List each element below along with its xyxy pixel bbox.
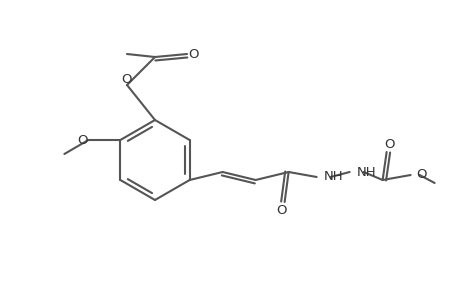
Text: O: O <box>77 134 87 146</box>
Text: O: O <box>122 73 132 85</box>
Text: O: O <box>416 167 426 181</box>
Text: O: O <box>188 47 199 61</box>
Text: O: O <box>276 203 286 217</box>
Text: O: O <box>384 137 394 151</box>
Text: NH: NH <box>356 167 375 179</box>
Text: NH: NH <box>323 169 342 182</box>
